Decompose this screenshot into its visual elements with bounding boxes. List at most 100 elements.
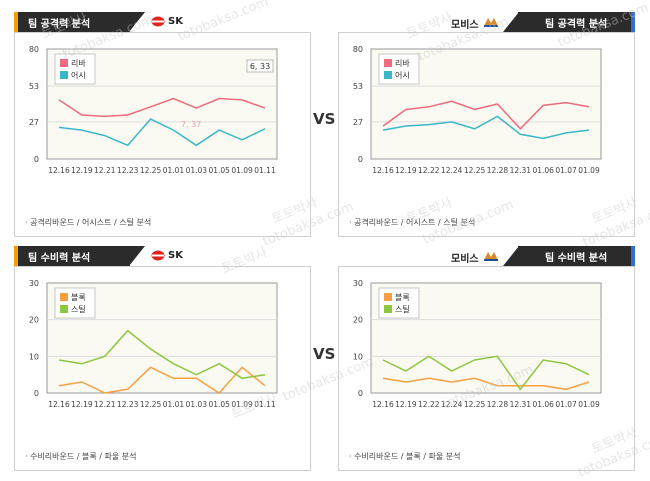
header-slant bbox=[503, 246, 519, 266]
x-tick-label: 12.21 bbox=[94, 166, 116, 175]
legend-label: 어시 bbox=[71, 70, 86, 80]
y-tick-label: 30 bbox=[353, 279, 363, 288]
x-tick-label: 12.22 bbox=[418, 166, 440, 175]
legend-label: 스틸 bbox=[71, 304, 86, 314]
panel-title: 팀 수비력 분석 bbox=[28, 253, 91, 264]
x-tick-label: 01.07 bbox=[555, 400, 577, 409]
y-tick-label: 10 bbox=[29, 352, 39, 361]
x-tick-label: 01.03 bbox=[186, 400, 208, 409]
x-tick-label: 12.21 bbox=[94, 400, 116, 409]
chart-box: 0 27 53 80 12.16 12.19 12.22 12.24 12.25 12.28 12.… bbox=[338, 32, 635, 237]
x-tick-label: 12.28 bbox=[487, 166, 509, 175]
panel-sk-attack: 팀 공격력 분석 SK 0 27 53 80 12.16 12.19 12.21 12.23 1… bbox=[14, 12, 311, 237]
tooltip-box bbox=[246, 59, 274, 73]
team-name: 모비스 bbox=[451, 20, 479, 31]
header-accent bbox=[14, 12, 18, 32]
x-tick-label: 12.24 bbox=[441, 400, 463, 409]
legend-label: 리바 bbox=[395, 58, 410, 68]
y-tick-label: 0 bbox=[34, 389, 39, 398]
legend-swatch bbox=[60, 293, 68, 301]
y-tick-label: 0 bbox=[34, 155, 39, 164]
chart-box: 0 10 20 30 12.16 12.19 12.22 12.24 12.25 12.28 12.… bbox=[338, 266, 635, 471]
x-tick-label: 01.09 bbox=[578, 166, 600, 175]
mobis-logo-icon bbox=[484, 252, 498, 261]
series-line bbox=[382, 100, 590, 130]
y-tick-label: 80 bbox=[29, 45, 39, 54]
x-tick-label: 01.06 bbox=[532, 166, 554, 175]
chart-mobis-attack: 0 27 53 80 12.16 12.19 12.22 12.24 12.25 12.28 12.… bbox=[353, 45, 602, 175]
series-line bbox=[58, 366, 266, 394]
x-tick-label: 12.25 bbox=[464, 166, 486, 175]
x-tick-label: 12.19 bbox=[395, 166, 417, 175]
header-slant bbox=[129, 12, 145, 32]
panel-header: 모비스 팀 수비력 분석 bbox=[338, 246, 635, 266]
panel-sk-defense: 팀 수비력 분석 SK 0 10 20 30 12.16 12.19 12.21 12.23 1… bbox=[14, 246, 311, 471]
legend-label: 블록 bbox=[395, 292, 410, 302]
x-tick-label: 01.09 bbox=[231, 400, 253, 409]
panel-mobis-defense: 모비스 팀 수비력 분석 0 10 20 30 12.16 12.19 12.22 12.24… bbox=[338, 246, 635, 471]
legend-swatch bbox=[60, 305, 68, 313]
header-bar bbox=[18, 12, 130, 32]
y-tick-label: 30 bbox=[29, 279, 39, 288]
legend-label: 리바 bbox=[71, 58, 86, 68]
legend-swatch bbox=[60, 59, 68, 67]
panel-header: 팀 수비력 분석 SK bbox=[14, 246, 311, 266]
panel-title: 팀 수비력 분석 bbox=[545, 253, 608, 264]
chart-mobis-defense: 0 10 20 30 12.16 12.19 12.22 12.24 12.25 12.28 12.… bbox=[353, 279, 602, 409]
header-slant bbox=[503, 12, 519, 32]
y-tick-label: 27 bbox=[353, 118, 363, 127]
x-tick-label: 12.31 bbox=[510, 166, 532, 175]
x-tick-label: 12.28 bbox=[487, 400, 509, 409]
series-line bbox=[382, 355, 590, 391]
series-line bbox=[382, 377, 590, 391]
header-accent bbox=[631, 246, 635, 266]
legend-label: 스틸 bbox=[395, 304, 410, 314]
panel-header: 모비스 팀 공격력 분석 bbox=[338, 12, 635, 32]
y-tick-label: 80 bbox=[353, 45, 363, 54]
x-tick-label: 01.07 bbox=[555, 166, 577, 175]
vs-label: VS bbox=[313, 345, 336, 363]
series-line bbox=[58, 329, 266, 380]
x-tick-label: 01.01 bbox=[163, 400, 185, 409]
x-tick-label: 12.25 bbox=[464, 400, 486, 409]
chart-box: 0 27 53 80 12.16 12.19 12.21 12.23 12.25 01.01 01.… bbox=[14, 32, 311, 237]
y-tick-label: 10 bbox=[353, 352, 363, 361]
y-tick-label: 27 bbox=[29, 118, 39, 127]
x-tick-label: 12.16 bbox=[48, 400, 70, 409]
x-tick-label: 01.11 bbox=[254, 166, 276, 175]
chart-box: 0 10 20 30 12.16 12.19 12.21 12.23 12.25 01.01 01.… bbox=[14, 266, 311, 471]
header-bar bbox=[518, 246, 631, 266]
x-tick-label: 12.25 bbox=[140, 166, 162, 175]
x-tick-label: 01.09 bbox=[231, 166, 253, 175]
header-accent bbox=[14, 246, 18, 266]
panel-mobis-attack: 모비스 팀 공격력 분석 0 27 53 80 12.16 12.19 12.22 12.24… bbox=[338, 12, 635, 237]
tooltip-text: 6, 33 bbox=[250, 62, 270, 71]
header-accent bbox=[631, 12, 635, 32]
header-bar bbox=[18, 246, 130, 266]
chart-caption: · 공격리바운드 / 어시스트 / 스틸 분석 bbox=[349, 218, 476, 227]
sk-logo-icon bbox=[151, 250, 165, 261]
x-tick-label: 01.11 bbox=[254, 400, 276, 409]
chart-caption: · 수비리바운드 / 블록 / 파울 분석 bbox=[349, 452, 461, 461]
series-line bbox=[58, 118, 266, 147]
y-tick-label: 20 bbox=[29, 316, 39, 325]
x-tick-label: 01.05 bbox=[208, 166, 230, 175]
x-tick-label: 01.05 bbox=[208, 400, 230, 409]
series-line bbox=[58, 97, 266, 118]
vs-label: VS bbox=[313, 110, 336, 128]
chart-caption: · 공격리바운드 / 어시스트 / 스틸 분석 bbox=[25, 218, 152, 227]
x-tick-label: 01.06 bbox=[532, 400, 554, 409]
sk-logo-icon bbox=[151, 16, 165, 27]
y-tick-label: 20 bbox=[353, 316, 363, 325]
x-tick-label: 12.31 bbox=[510, 400, 532, 409]
x-tick-label: 12.19 bbox=[71, 400, 93, 409]
x-tick-label: 12.25 bbox=[140, 400, 162, 409]
legend-swatch bbox=[384, 59, 392, 67]
legend-swatch bbox=[384, 71, 392, 79]
header-bar bbox=[518, 12, 631, 32]
mobis-logo-icon bbox=[484, 18, 498, 27]
y-tick-label: 53 bbox=[353, 82, 363, 91]
y-tick-label: 53 bbox=[29, 82, 39, 91]
panel-header: 팀 공격력 분석 SK bbox=[14, 12, 311, 32]
